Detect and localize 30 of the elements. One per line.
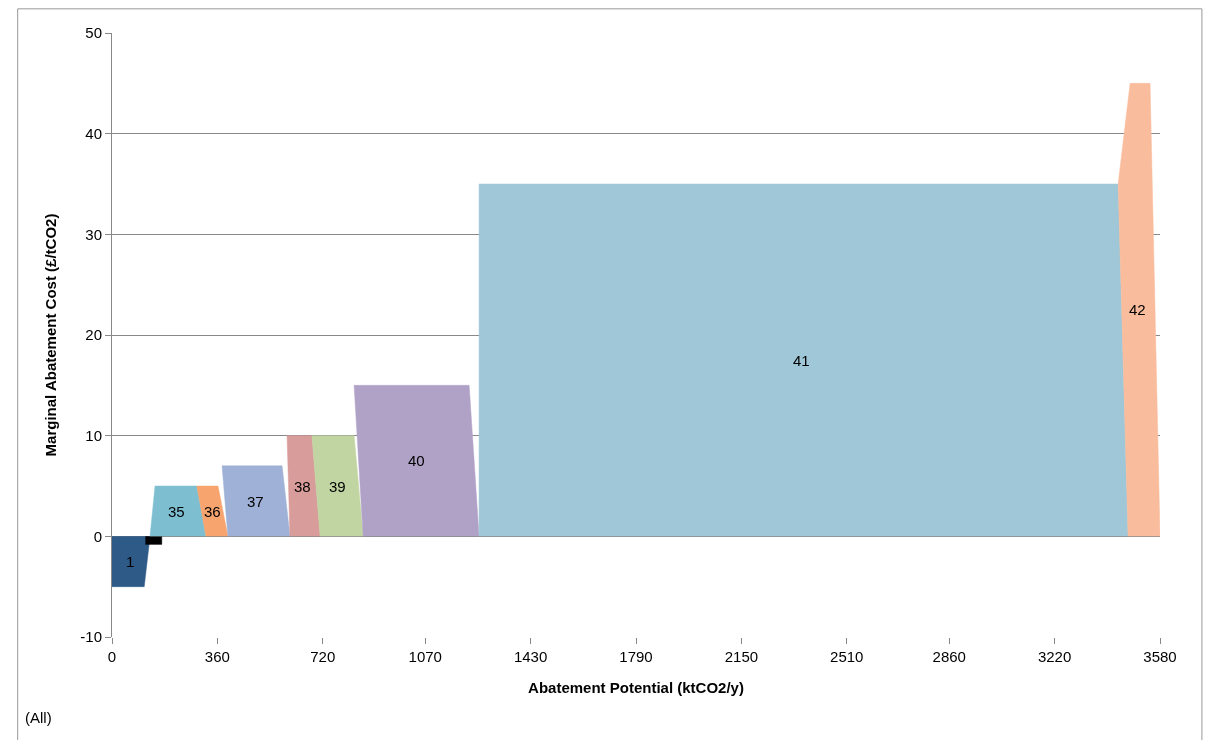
series-label: 1: [126, 553, 135, 570]
x-tick-label: 2510: [830, 648, 864, 665]
series-label: 42: [1129, 301, 1146, 318]
x-tick-label: 1070: [408, 648, 442, 665]
text: (All): [25, 709, 52, 726]
x-axis-title: Abatement Potential (ktCO2/y): [528, 679, 744, 696]
x-tick-label: 360: [204, 648, 230, 665]
series-label: 39: [329, 478, 346, 495]
x-tick-label: 1430: [513, 648, 548, 665]
y-tick-label: 40: [85, 124, 102, 142]
y-tick-label: 30: [85, 225, 102, 243]
y-tick-label: 10: [85, 426, 102, 444]
y-tick-label: 20: [85, 326, 102, 344]
series-label: 37: [247, 493, 264, 510]
series-label: 38: [294, 478, 311, 495]
x-tick-label: 3220: [1037, 648, 1072, 665]
series-label: 35: [168, 503, 185, 520]
series-label: 36: [204, 503, 221, 520]
x-tick-label: 0: [107, 648, 117, 665]
y-tick-label: 50: [85, 24, 102, 42]
series-label: 40: [408, 452, 425, 469]
x-tick-label: 1790: [619, 648, 653, 665]
x-tick-label: 720: [310, 648, 336, 665]
y-tick-label: 0: [93, 527, 102, 545]
x-tick-label: 3580: [1143, 648, 1177, 665]
x-tick-label: 2150: [724, 648, 759, 665]
series-label: 41: [793, 352, 810, 369]
x-tick-label: 2860: [932, 648, 966, 665]
y-tick-label: -10: [80, 628, 102, 646]
y-axis-title: Marginal Abatement Cost (£/tCO2): [41, 213, 59, 457]
